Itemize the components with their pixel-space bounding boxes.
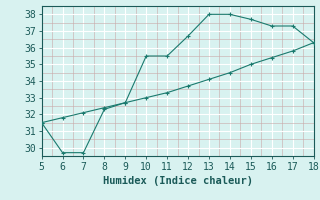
X-axis label: Humidex (Indice chaleur): Humidex (Indice chaleur) <box>103 176 252 186</box>
